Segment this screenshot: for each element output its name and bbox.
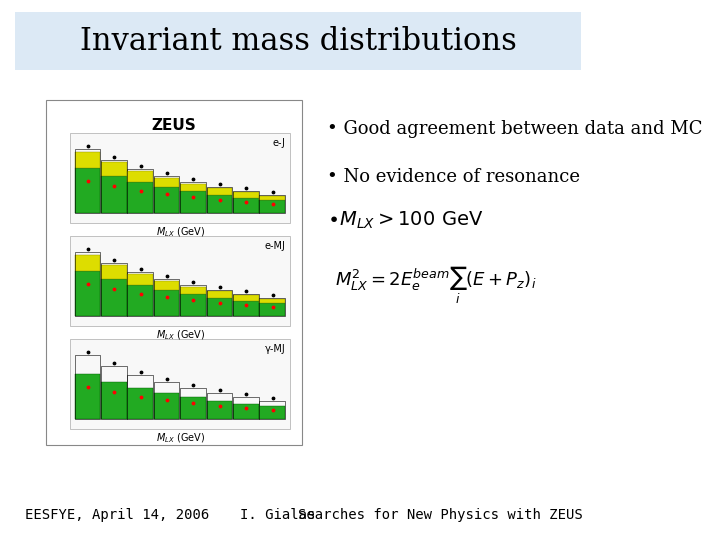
Bar — [154, 281, 179, 290]
Bar — [101, 263, 127, 316]
Text: Searches for New Physics with ZEUS: Searches for New Physics with ZEUS — [298, 508, 583, 522]
Bar — [207, 393, 232, 419]
Text: I. Gialas: I. Gialas — [240, 508, 315, 522]
Bar — [233, 294, 258, 316]
Bar — [127, 388, 153, 419]
Text: $M_{LX}$ (GeV): $M_{LX}$ (GeV) — [156, 431, 204, 444]
Bar — [75, 272, 100, 316]
Bar — [180, 184, 206, 191]
Bar — [207, 188, 232, 195]
Bar — [154, 178, 179, 187]
Text: • Good agreement between data and MC: • Good agreement between data and MC — [327, 120, 703, 138]
Bar — [75, 168, 100, 213]
Bar — [101, 163, 127, 176]
Bar — [180, 388, 206, 419]
Text: $M_{LX}$ (GeV): $M_{LX}$ (GeV) — [156, 225, 204, 239]
Bar — [207, 290, 232, 316]
Bar — [180, 182, 206, 213]
Bar — [207, 401, 232, 419]
Bar — [233, 191, 258, 213]
Text: EESFYE, April 14, 2006: EESFYE, April 14, 2006 — [25, 508, 209, 522]
Bar — [127, 168, 153, 213]
FancyBboxPatch shape — [15, 12, 582, 70]
Bar — [71, 339, 290, 429]
Bar — [101, 176, 127, 213]
Bar — [233, 295, 258, 301]
Text: ZEUS: ZEUS — [152, 118, 197, 133]
Bar — [127, 182, 153, 213]
Bar — [207, 292, 232, 298]
Bar — [154, 279, 179, 316]
Bar — [207, 195, 232, 213]
Text: e-J: e-J — [273, 138, 286, 148]
Bar — [101, 279, 127, 316]
Bar — [180, 287, 206, 294]
Bar — [180, 397, 206, 419]
Bar — [180, 285, 206, 316]
Bar — [101, 160, 127, 213]
Bar — [127, 272, 153, 316]
Bar — [75, 355, 100, 419]
Text: e-MJ: e-MJ — [265, 241, 286, 251]
Bar — [233, 397, 258, 419]
Bar — [233, 198, 258, 213]
Bar — [154, 187, 179, 213]
Text: $M_{LX}^{2} = 2E_{e}^{beam}\sum_{i}\left(E + P_{z}\right)_{i}$: $M_{LX}^{2} = 2E_{e}^{beam}\sum_{i}\left… — [336, 265, 537, 306]
Bar — [259, 406, 285, 419]
Bar — [259, 299, 285, 303]
Bar — [75, 149, 100, 213]
Bar — [45, 100, 302, 445]
Text: $\bullet M_{LX}>100\ \mathrm{GeV}$: $\bullet M_{LX}>100\ \mathrm{GeV}$ — [327, 210, 484, 231]
Bar — [259, 195, 285, 213]
Text: γ-MJ: γ-MJ — [265, 344, 286, 354]
Bar — [259, 200, 285, 213]
Bar — [75, 374, 100, 419]
Bar — [207, 187, 232, 213]
Bar — [180, 294, 206, 316]
Bar — [154, 290, 179, 316]
Bar — [101, 266, 127, 279]
Bar — [127, 285, 153, 316]
Bar — [259, 298, 285, 316]
Bar — [75, 252, 100, 316]
Text: Invariant mass distributions: Invariant mass distributions — [80, 25, 517, 57]
Bar — [233, 192, 258, 198]
Text: $M_{LX}$ (GeV): $M_{LX}$ (GeV) — [156, 328, 204, 342]
Bar — [180, 191, 206, 213]
Bar — [233, 404, 258, 419]
Bar — [75, 152, 100, 168]
Bar — [75, 255, 100, 272]
Bar — [154, 393, 179, 419]
Bar — [259, 401, 285, 419]
Text: • No evidence of resonance: • No evidence of resonance — [327, 168, 580, 186]
Bar — [154, 176, 179, 213]
Bar — [71, 133, 290, 223]
Bar — [127, 274, 153, 285]
Bar — [259, 303, 285, 316]
Bar — [233, 301, 258, 316]
Bar — [154, 382, 179, 419]
Bar — [71, 236, 290, 326]
Bar — [101, 382, 127, 419]
Bar — [207, 298, 232, 316]
Bar — [127, 171, 153, 182]
Bar — [259, 196, 285, 200]
Bar — [127, 375, 153, 419]
Bar — [101, 366, 127, 419]
